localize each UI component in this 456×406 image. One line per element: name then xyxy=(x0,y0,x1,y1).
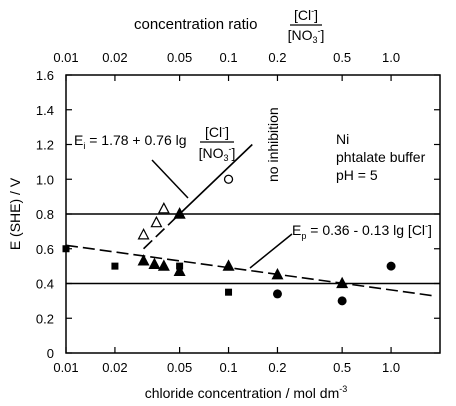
top-axis-title-text: concentration ratio xyxy=(134,16,257,33)
fit-lines xyxy=(65,143,433,297)
condition-buffer: phtalate buffer xyxy=(336,149,426,165)
y-tick-label: 0.6 xyxy=(36,242,54,257)
equation-ep: Ep = 0.36 - 0.13 lg [Cl-] xyxy=(292,221,432,241)
fit-line xyxy=(65,244,433,297)
filled-square-marker xyxy=(62,245,70,253)
x-axis-title: chloride concentration / mol dm-3 xyxy=(145,384,348,401)
top-axis-title-fraction-numerator: [Cl-] xyxy=(294,6,318,23)
reference-lines xyxy=(66,213,440,285)
x-tick-label: 0.05 xyxy=(167,360,192,375)
y-axis-title: E (SHE) / V xyxy=(7,177,23,250)
filled-triangle-marker xyxy=(173,207,186,219)
open-triangle-marker xyxy=(150,215,163,228)
condition-ph: pH = 5 xyxy=(336,167,378,183)
equation-ei-text: Ei = 1.78 + 0.76 lg xyxy=(74,132,187,151)
y-tick-label: 0 xyxy=(47,346,54,361)
label-no-inhibition: no inhibition xyxy=(265,107,281,182)
top-axis-title-fraction-denominator: [NO3-] xyxy=(288,26,325,45)
condition-metal: Ni xyxy=(336,131,349,147)
x-tick-label: 1.0 xyxy=(382,360,400,375)
top-tick-label: 0.5 xyxy=(333,50,351,65)
filled-triangle-marker xyxy=(137,254,150,266)
y-tick-labels: 0 0.2 0.4 0.6 0.8 1.0 1.2 1.4 1.6 xyxy=(36,68,54,361)
equation-ei-denominator: [NO3-] xyxy=(199,144,236,163)
open-triangle-marker xyxy=(137,228,150,240)
filled-square-marker xyxy=(176,262,184,270)
filled-triangle-marker xyxy=(148,257,161,269)
filled-circle-marker xyxy=(337,296,347,306)
equation-ei-leader xyxy=(151,159,189,199)
y-tick-label: 1.0 xyxy=(36,172,54,187)
top-tick-label: 0.02 xyxy=(102,50,127,65)
equation-ep-leader xyxy=(249,233,293,269)
y-tick-label: 0.8 xyxy=(36,207,54,222)
x-tick-label: 0.2 xyxy=(268,360,286,375)
top-tick-labels: 0.01 0.02 0.05 0.1 0.2 0.5 1.0 xyxy=(53,50,400,65)
x-tick-label: 0.1 xyxy=(219,360,237,375)
filled-circle-marker xyxy=(272,289,282,299)
y-tick-label: 0.4 xyxy=(36,277,54,292)
top-tick-label: 0.2 xyxy=(268,50,286,65)
conditions-label: Ni phtalate buffer pH = 5 xyxy=(336,131,426,183)
bottom-tick-labels: 0.01 0.02 0.05 0.1 0.2 0.5 1.0 xyxy=(53,360,400,375)
top-tick-label: 0.01 xyxy=(53,50,78,65)
x-tick-label: 0.02 xyxy=(102,360,127,375)
equation-ei-numerator: [Cl-] xyxy=(205,123,229,140)
y-tick-label: 1.2 xyxy=(36,138,54,153)
top-tick-label: 1.0 xyxy=(382,50,400,65)
filled-square-marker xyxy=(225,288,233,296)
filled-circle-marker xyxy=(386,261,396,271)
data-markers xyxy=(62,174,396,306)
filled-square-marker xyxy=(111,262,119,270)
filled-triangle-marker xyxy=(336,276,349,289)
filled-triangle-marker xyxy=(157,259,170,271)
filled-triangle-marker xyxy=(271,268,284,280)
fit-line xyxy=(142,213,181,250)
fit-line xyxy=(179,143,253,215)
filled-triangle-marker xyxy=(173,264,186,276)
top-tick-label: 0.1 xyxy=(219,50,237,65)
top-tick-label: 0.05 xyxy=(167,50,192,65)
top-axis-title: concentration ratio [Cl-] [NO3-] xyxy=(134,6,324,45)
filled-triangle-marker xyxy=(222,259,235,271)
equation-ei: Ei = 1.78 + 0.76 lg [Cl-] [NO3-] xyxy=(74,123,235,163)
open-triangle-marker xyxy=(157,201,170,214)
y-tick-label: 1.6 xyxy=(36,68,54,83)
x-tick-label: 0.01 xyxy=(53,360,78,375)
y-tick-label: 0.2 xyxy=(36,311,54,326)
x-tick-label: 0.5 xyxy=(333,360,351,375)
open-circle-marker xyxy=(223,174,234,184)
y-tick-label: 1.4 xyxy=(36,103,54,118)
